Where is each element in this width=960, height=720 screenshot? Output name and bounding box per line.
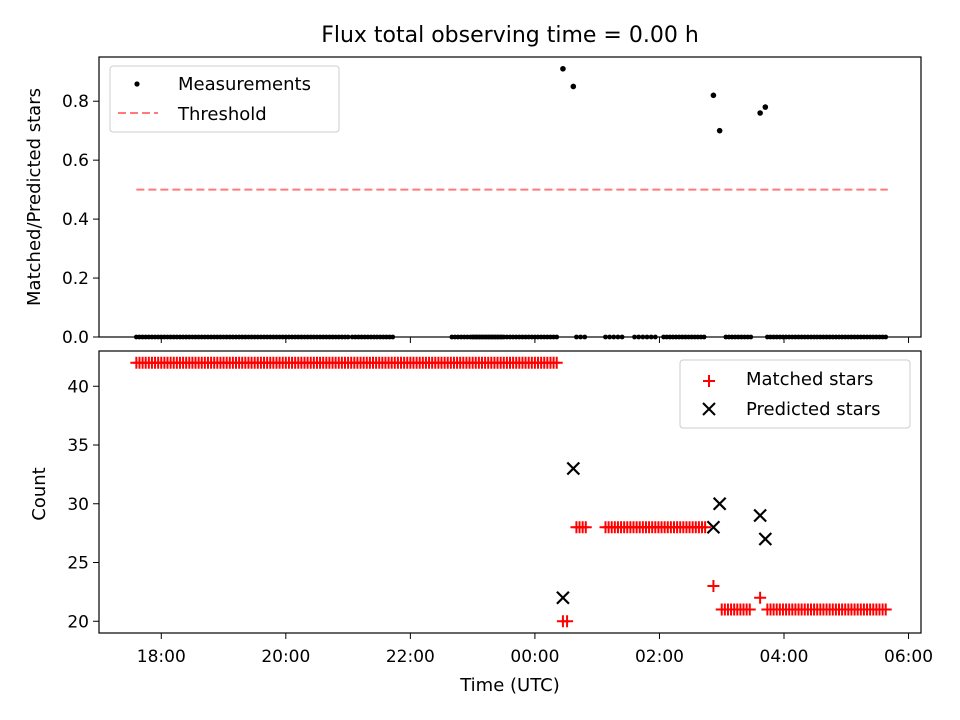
- bottom-y-tick-label: 25: [67, 554, 89, 574]
- x-tick-label: 04:00: [760, 647, 809, 667]
- x-tick-label: 02:00: [635, 647, 684, 667]
- x-tick-label: 18:00: [137, 647, 186, 667]
- bottom-y-tick-label: 40: [67, 377, 89, 397]
- top-axes-frame: [98, 56, 922, 338]
- bottom-y-tick-label: 35: [67, 436, 89, 456]
- legend-threshold-label: Threshold: [177, 104, 267, 125]
- top-legend: Measurements Threshold: [109, 65, 340, 133]
- x-b: [712, 496, 727, 511]
- legend-measurements-label: Measurements: [178, 74, 311, 95]
- legend-predicted-label: Predicted stars: [746, 399, 880, 420]
- matched-point: [699, 521, 712, 534]
- top-y-tick-label: 0.6: [62, 151, 89, 171]
- predicted-point: [566, 461, 581, 476]
- x-b: [758, 532, 773, 546]
- x-b: [566, 461, 581, 476]
- top-y-axis-label: Matched/Predicted stars: [24, 88, 45, 306]
- top-legend-box: [109, 65, 340, 133]
- matched-point: [754, 591, 767, 604]
- x-tick-label: 00:00: [510, 647, 559, 667]
- top-y-tick-label: 0.4: [62, 210, 89, 230]
- predicted-point: [706, 520, 721, 535]
- predicted-point: [758, 532, 773, 546]
- x-b: [753, 508, 767, 523]
- legend-matched-marker: [703, 375, 715, 387]
- x-tick-label: 20:00: [261, 647, 310, 667]
- bottom-panel: Count Time (UTC) Matched stars Predicted…: [29, 350, 922, 696]
- bottom-legend: Matched stars Predicted stars: [679, 359, 911, 429]
- measurement-point: [716, 127, 723, 134]
- measurement-point: [757, 110, 763, 116]
- bottom-y-tick-label: 20: [67, 612, 89, 632]
- top-y-tick-label: 0.8: [62, 92, 89, 112]
- matched-point: [579, 521, 592, 534]
- legend-predicted-marker: [702, 402, 716, 416]
- x-tick-label: 06:00: [884, 647, 933, 667]
- matched-point: [743, 603, 756, 616]
- legend-matched-label: Matched stars: [746, 369, 873, 390]
- top-y-tick-label: 0.2: [62, 269, 89, 289]
- top-y-tick-label: 0.0: [62, 328, 89, 348]
- bottom-plot-area: [130, 356, 892, 628]
- predicted-point: [712, 496, 727, 511]
- measurement-point: [762, 104, 769, 110]
- bottom-axes-frame: [98, 350, 922, 634]
- x-tick-label: 22:00: [386, 647, 435, 667]
- chart-title: Flux total observing time = 0.00 h: [321, 23, 699, 48]
- top-panel: Flux total observing time = 0.00 h Match…: [24, 23, 922, 340]
- measurement-point: [560, 65, 566, 72]
- predicted-point: [556, 590, 570, 605]
- bottom-legend-box: [679, 359, 911, 429]
- predicted-point: [753, 508, 767, 523]
- matched-point: [550, 356, 563, 369]
- x-b: [706, 520, 721, 535]
- measurement-point: [710, 92, 717, 99]
- matched-point: [561, 615, 574, 628]
- x-b: [556, 590, 570, 605]
- bottom-y-tick-label: 30: [67, 495, 89, 515]
- measurement-point: [570, 83, 577, 90]
- matched-point: [879, 603, 892, 616]
- bottom-y-axis-label: Count: [29, 467, 50, 520]
- legend-measurements-marker: [134, 81, 140, 87]
- x-axis-label: Time (UTC): [459, 675, 560, 696]
- matched-point: [707, 580, 720, 592]
